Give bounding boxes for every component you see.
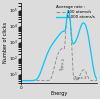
Text: Type 1: Type 1: [60, 58, 67, 71]
Legend: 100 atoms/s, 5,000 atoms/s: 100 atoms/s, 5,000 atoms/s: [55, 5, 95, 20]
X-axis label: Energy: Energy: [51, 91, 68, 96]
Text: Type 2: Type 2: [74, 76, 86, 80]
Y-axis label: Number of clicks: Number of clicks: [3, 22, 8, 63]
